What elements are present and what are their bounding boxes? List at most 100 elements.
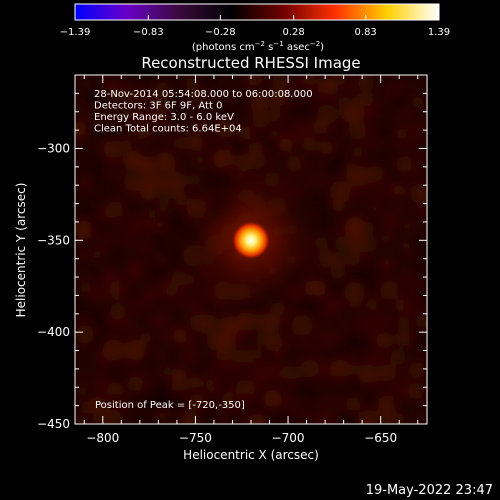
texture-blob — [415, 411, 426, 423]
texture-blob — [190, 376, 203, 388]
texture-blob — [381, 232, 392, 244]
texture-blob — [171, 94, 186, 109]
texture-blob — [133, 75, 155, 90]
texture-blob — [284, 296, 301, 313]
texture-blob — [239, 110, 253, 124]
texture-blob — [216, 413, 229, 424]
texture-blob — [171, 270, 187, 286]
y-tick-label: −450 — [37, 417, 70, 431]
texture-blob — [93, 158, 105, 171]
texture-blob — [347, 252, 361, 266]
texture-blob — [75, 134, 90, 152]
texture-blob — [153, 348, 167, 362]
texture-blob — [107, 169, 119, 182]
texture-blob — [328, 153, 347, 171]
texture-blob — [406, 75, 425, 95]
texture-blob — [302, 173, 316, 186]
texture-blob — [184, 184, 200, 200]
texture-blob — [137, 156, 155, 174]
texture-blob — [415, 222, 427, 234]
texture-blob — [296, 334, 313, 351]
texture-blob — [397, 316, 410, 329]
texture-blob — [133, 107, 154, 128]
texture-blob — [90, 308, 112, 330]
texture-blob — [299, 153, 311, 165]
texture-blob — [84, 89, 105, 110]
texture-blob — [102, 109, 119, 126]
texture-blob — [110, 125, 127, 142]
info-line: Energy Range: 3.0 - 6.0 keV — [94, 112, 234, 123]
texture-blob — [392, 201, 407, 215]
texture-blob — [401, 221, 412, 232]
texture-blob — [142, 273, 155, 286]
texture-blob — [410, 150, 427, 172]
texture-blob — [77, 77, 89, 90]
colorbar: −1.39 −0.83 −0.28 0.28 0.83 1.39 (photons cm−… — [60, 3, 450, 53]
texture-blob — [410, 253, 422, 266]
colorbar-tick-label: −0.83 — [133, 27, 164, 38]
texture-blob — [364, 348, 383, 366]
image-texture — [75, 75, 427, 424]
texture-blob — [214, 372, 236, 394]
texture-blob — [318, 250, 336, 268]
texture-blob — [352, 146, 364, 158]
texture-blob — [358, 364, 379, 385]
texture-blob — [156, 410, 168, 421]
texture-blob — [320, 205, 333, 217]
peak-position-label: Position of Peak = [-720,-350] — [95, 400, 245, 411]
colorbar-units-label: (photons cm−2 s−1 asec−2) — [192, 40, 324, 53]
texture-blob — [329, 359, 351, 381]
texture-blob — [200, 88, 213, 101]
texture-blob — [362, 136, 377, 151]
texture-blob — [118, 277, 139, 297]
texture-blob — [189, 362, 204, 377]
texture-blob — [279, 343, 295, 360]
texture-blob — [88, 105, 105, 123]
texture-blob — [103, 140, 122, 159]
texture-blob — [397, 170, 409, 182]
texture-blob — [143, 136, 154, 148]
colorbar-tick-label: −0.28 — [205, 27, 236, 38]
texture-blob — [334, 235, 348, 249]
texture-blob — [314, 174, 327, 187]
image-area — [75, 75, 427, 424]
texture-blob — [224, 76, 238, 90]
texture-blob — [245, 149, 266, 170]
texture-blob — [267, 137, 281, 152]
texture-blob — [377, 137, 390, 150]
texture-blob — [326, 123, 342, 139]
texture-blob — [75, 220, 94, 239]
texture-blob — [75, 121, 87, 137]
texture-blob — [251, 348, 263, 360]
texture-blob — [324, 293, 345, 314]
y-tick-label: −400 — [37, 325, 70, 339]
texture-blob — [105, 409, 122, 424]
texture-blob — [377, 265, 397, 285]
texture-blob — [77, 368, 91, 382]
colorbar-tick-label: 0.28 — [283, 27, 305, 38]
texture-blob — [332, 200, 345, 213]
texture-blob — [390, 349, 407, 366]
colorbar-ticks: −1.39 −0.83 −0.28 0.28 0.83 1.39 — [60, 15, 450, 38]
texture-blob — [314, 410, 335, 424]
texture-blob — [331, 375, 346, 391]
texture-blob — [365, 165, 385, 185]
texture-blob — [176, 200, 191, 215]
texture-blob — [164, 171, 186, 193]
texture-blob — [264, 333, 284, 352]
texture-blob — [392, 133, 411, 153]
texture-blob — [416, 398, 427, 410]
texture-blob — [393, 184, 406, 197]
texture-blob — [358, 409, 378, 424]
texture-blob — [247, 414, 268, 424]
texture-blob — [106, 315, 119, 327]
texture-blob — [377, 313, 393, 329]
texture-blob — [125, 339, 147, 362]
texture-blob — [319, 140, 333, 155]
texture-blob — [181, 413, 199, 424]
texture-blob — [156, 81, 169, 94]
texture-blob — [309, 374, 329, 393]
y-tick-label: −300 — [37, 141, 70, 155]
texture-blob — [344, 348, 363, 366]
texture-blob — [183, 293, 205, 316]
